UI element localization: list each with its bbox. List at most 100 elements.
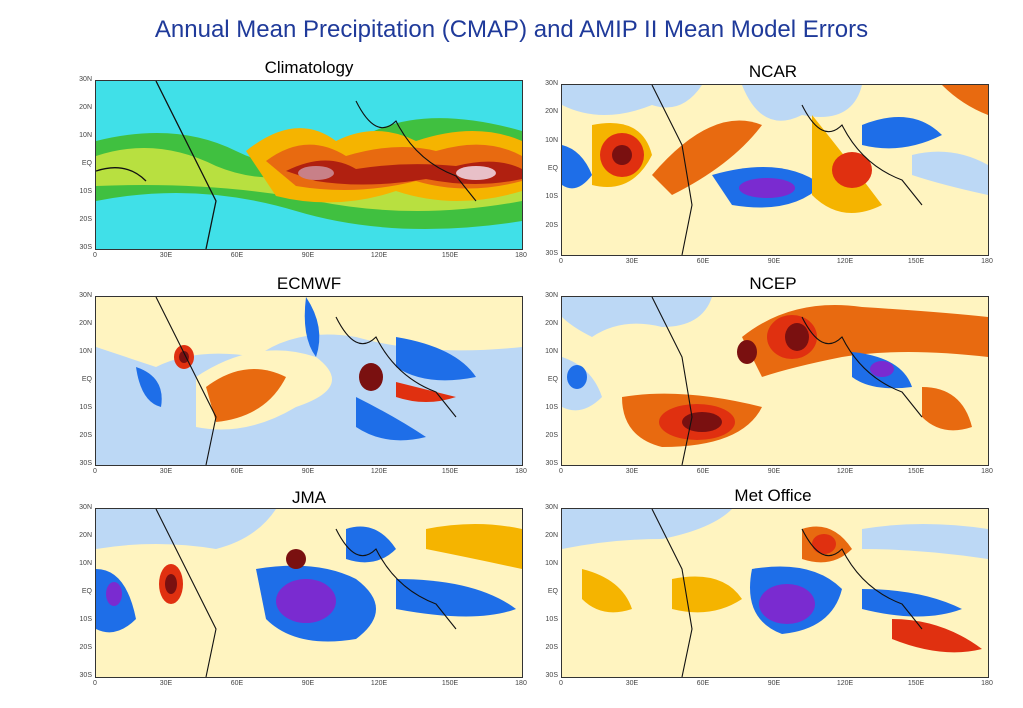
lon-tick-label: 30E [159,468,173,475]
lat-tick-label: 20S [545,221,558,229]
map-jma [95,508,523,678]
lon-tick-label: 120E [370,252,388,259]
figure-title: Annual Mean Precipitation (CMAP) and AMI… [154,16,869,43]
ncep-error-field [562,297,988,465]
lat-tick-label: 30N [545,504,558,511]
lon-tick-label: 90E [301,468,315,475]
lon-tick-label: 0 [93,468,97,475]
lon-tick-label: 150E [441,252,459,259]
lon-tick-label: 180 [515,468,527,475]
lon-tick-label: 90E [767,468,781,475]
lon-tick-label: 0 [93,252,97,259]
lat-tick-label: 10N [79,348,92,355]
lon-tick-label: 60E [230,252,244,259]
ncar-error-field [562,85,988,255]
lat-tick-label: 10S [79,188,92,195]
lat-tick-label: 30N [79,292,92,299]
panel-title-ncep: NCEP [749,274,797,293]
lon-tick-label: 90E [767,258,781,265]
panel-title-metoffice: Met Office [734,486,812,505]
lat-tick-label: 30S [545,672,558,679]
panel-title-ecmwf: ECMWF [276,274,342,293]
panel-title-ncar: NCAR [748,62,798,81]
lon-tick-label: 180 [981,258,993,265]
lat-tick-label: 30S [79,460,92,467]
lon-tick-label: 0 [559,680,563,687]
lat-tick-label: 20N [79,320,92,327]
lon-tick-label: 150E [907,468,925,475]
lat-tick-label: 10S [545,616,558,623]
lat-tick-label: EQ [547,588,558,595]
lon-tick-label: 120E [836,258,854,265]
lat-tick-label: 30N [545,292,558,299]
lon-tick-label: 120E [370,680,388,687]
lon-tick-label: 120E [370,468,388,475]
lat-tick-label: 10N [545,560,558,567]
lat-tick-label: EQ [547,165,558,172]
lat-tick-label: 10N [545,348,558,355]
lat-tick-label: 10N [545,136,558,144]
lon-tick-label: 150E [907,680,925,687]
lat-tick-label: EQ [81,588,92,595]
lon-tick-label: 180 [515,252,527,259]
map-ecmwf [95,296,523,466]
lat-tick-label: EQ [547,376,558,383]
jma-error-field [96,509,522,677]
lat-tick-label: 20N [545,320,558,327]
lat-tick-label: 30S [545,460,558,467]
lat-tick-label: 20N [79,104,92,111]
lat-tick-label: 10N [79,560,92,567]
lat-tick-label: 30N [79,76,92,83]
lon-tick-label: 90E [301,680,315,687]
lat-tick-label: 20S [545,644,558,651]
lon-tick-label: 150E [907,258,925,265]
map-metoffice [561,508,989,678]
lat-tick-label: 10S [545,193,558,201]
metoffice-error-field [562,509,988,677]
lat-tick-label: 10N [79,132,92,139]
lon-tick-label: 60E [696,258,710,265]
lat-tick-label: EQ [81,160,92,167]
lat-tick-label: 20N [545,532,558,539]
lon-tick-label: 30E [625,468,639,475]
lon-tick-label: 180 [981,468,993,475]
lat-tick-label: 30S [545,250,558,257]
lon-tick-label: 90E [301,252,315,259]
lon-tick-label: 0 [559,258,563,265]
lat-tick-label: 30S [79,672,92,679]
lon-tick-label: 30E [159,680,173,687]
lon-tick-label: 60E [230,468,244,475]
lon-tick-label: 150E [441,680,459,687]
lon-tick-label: 150E [441,468,459,475]
lon-tick-label: 180 [981,680,993,687]
lon-tick-label: 30E [625,680,639,687]
lon-tick-label: 60E [696,680,710,687]
lon-tick-label: 30E [625,258,639,265]
lon-tick-label: 0 [93,680,97,687]
lat-tick-label: 30N [79,504,92,511]
lon-tick-label: 30E [159,252,173,259]
lat-tick-label: 20S [79,216,92,223]
map-ncep [561,296,989,466]
lon-tick-label: 90E [767,680,781,687]
lon-tick-label: 0 [559,468,563,475]
map-climatology [95,80,523,250]
lat-tick-label: 10S [79,404,92,411]
map-ncar [561,84,989,256]
lon-tick-label: 60E [230,680,244,687]
climatology-field [96,81,522,249]
panel-title-jma: JMA [292,488,326,507]
lat-tick-label: 20N [79,532,92,539]
lat-tick-label: 20S [545,432,558,439]
lat-tick-label: 20S [79,644,92,651]
ecmwf-error-field [96,297,522,465]
lat-tick-label: 30S [79,244,92,251]
lon-tick-label: 120E [836,468,854,475]
lat-tick-label: 20S [79,432,92,439]
lat-tick-label: EQ [81,376,92,383]
panel-title-climatology: Climatology [264,58,354,77]
lat-tick-label: 30N [545,80,558,87]
lat-tick-label: 10S [545,404,558,411]
lat-tick-label: 10S [79,616,92,623]
lon-tick-label: 60E [696,468,710,475]
